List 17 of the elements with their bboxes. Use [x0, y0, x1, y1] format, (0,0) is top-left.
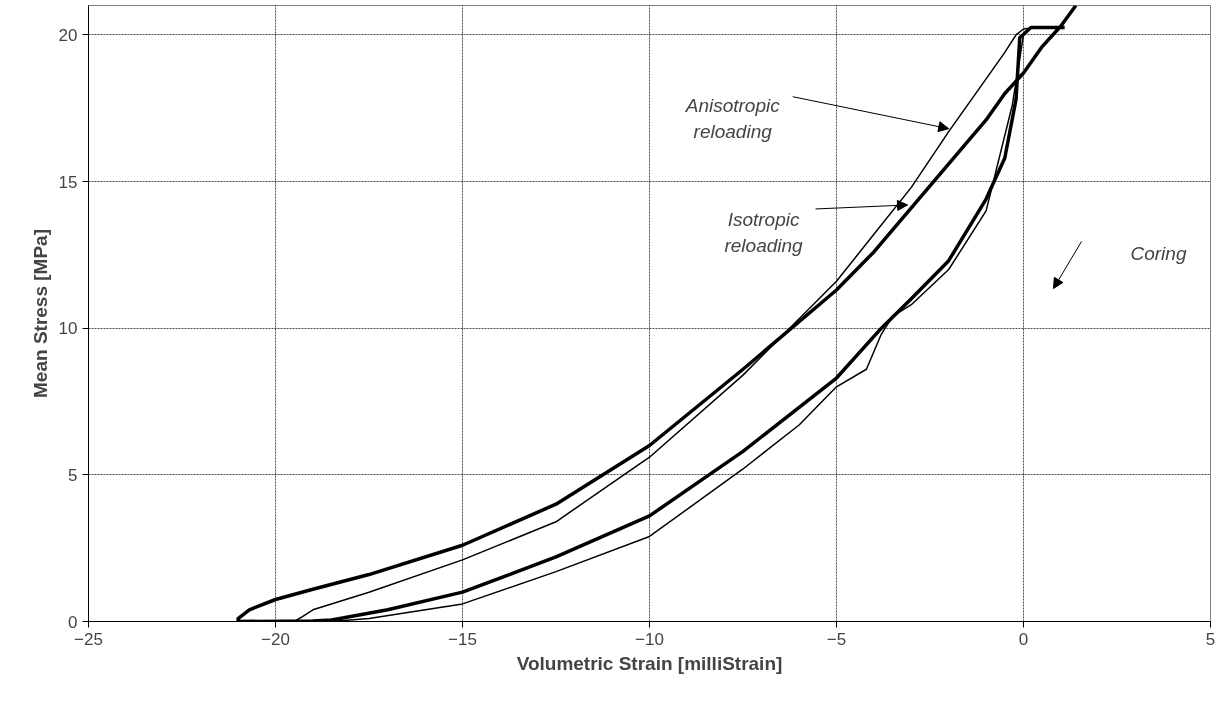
x-axis-title: Volumetric Strain [milliStrain]	[516, 652, 783, 674]
y-tick-label: 20	[58, 25, 78, 45]
x-tick-label: −20	[261, 629, 290, 649]
annotation: Anisotropic reloading	[684, 95, 781, 143]
y-axis-title: Mean Stress [MPa]	[29, 229, 51, 398]
x-tick-label: −5	[826, 629, 847, 649]
y-tick-label: 0	[68, 612, 78, 632]
y-tick-label: 5	[68, 465, 78, 485]
x-tick-label: −25	[74, 629, 103, 649]
x-tick-label: 0	[1018, 629, 1029, 649]
annotation: Coring	[1130, 242, 1187, 264]
annotation: Isotropic reloading	[724, 209, 804, 257]
y-tick-label: 15	[58, 172, 78, 192]
x-tick-label: −15	[448, 629, 477, 649]
x-tick-label: −10	[635, 629, 664, 649]
x-tick-label: 5	[1205, 629, 1216, 649]
y-tick-label: 10	[58, 319, 78, 339]
